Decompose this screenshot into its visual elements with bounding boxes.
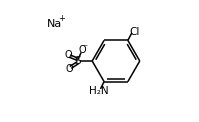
Text: O: O <box>65 64 73 74</box>
Text: Na: Na <box>47 19 62 29</box>
Text: S: S <box>75 56 81 66</box>
Text: H₂N: H₂N <box>89 86 109 96</box>
Text: O: O <box>78 45 86 55</box>
Text: Cl: Cl <box>129 27 139 37</box>
Text: O: O <box>64 50 72 60</box>
Text: +: + <box>58 14 65 23</box>
Text: ⁻: ⁻ <box>83 43 88 53</box>
